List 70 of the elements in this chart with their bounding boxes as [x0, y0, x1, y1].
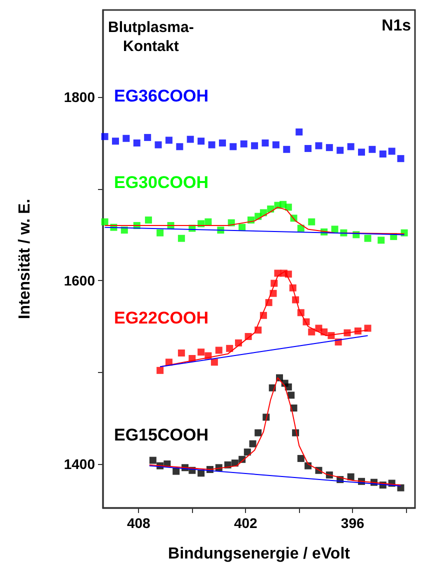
point: [288, 392, 295, 399]
point: [296, 128, 303, 136]
point: [133, 139, 140, 146]
point: [240, 140, 248, 148]
point: [210, 358, 218, 366]
point: [364, 234, 372, 242]
point: [283, 146, 290, 153]
point: [176, 143, 184, 150]
point: [379, 150, 386, 158]
y-tick-label: 1400: [64, 456, 96, 472]
point: [215, 346, 222, 354]
annotation: N1s: [382, 18, 412, 34]
point: [156, 366, 164, 374]
point: [165, 136, 172, 144]
point: [249, 440, 256, 448]
point: [388, 148, 396, 155]
point: [186, 136, 194, 143]
point: [262, 139, 269, 146]
point: [101, 218, 108, 226]
point: [284, 383, 292, 390]
point: [326, 144, 333, 152]
point: [336, 146, 344, 154]
point: [272, 141, 280, 148]
annotation: Blutplasma- Kontakt: [108, 19, 194, 55]
point: [156, 229, 164, 236]
point: [122, 134, 130, 142]
point: [198, 348, 205, 356]
point: [101, 133, 108, 140]
series-label: EG36COOH: [114, 86, 208, 106]
point: [172, 468, 180, 475]
point: [368, 146, 376, 153]
point: [308, 328, 316, 336]
series-label: EG30COOH: [114, 172, 208, 192]
x-tick-label: 402: [234, 515, 258, 531]
point: [308, 218, 316, 226]
point: [198, 138, 205, 145]
y-axis-title: Intensität / w. E.: [16, 198, 34, 320]
point: [260, 209, 267, 216]
x-axis-title: Bindungsenergie / eVolt: [168, 546, 351, 562]
point: [112, 138, 119, 145]
point: [204, 218, 212, 226]
point: [144, 134, 152, 141]
point: [178, 350, 185, 357]
point: [208, 141, 216, 148]
point: [284, 204, 292, 211]
series-label: EG15COOH: [114, 425, 208, 444]
point: [254, 429, 262, 436]
point: [230, 143, 237, 150]
point: [315, 142, 322, 150]
point: [178, 234, 185, 242]
point: [226, 344, 234, 352]
point: [358, 148, 366, 156]
point: [244, 448, 251, 456]
point: [397, 155, 404, 162]
point: [347, 143, 354, 150]
point: [218, 139, 226, 146]
point: [149, 456, 156, 464]
point: [378, 236, 385, 244]
point: [364, 324, 372, 332]
point: [251, 142, 258, 150]
series-label: EG22COOH: [114, 308, 208, 328]
point: [297, 454, 304, 462]
y-tick-label: 1800: [64, 89, 96, 106]
x-tick-label: 408: [126, 515, 151, 531]
x-tick-label: 396: [340, 515, 364, 531]
y-tick-label: 1600: [64, 272, 96, 289]
point: [331, 226, 338, 233]
point: [144, 216, 152, 224]
point: [304, 144, 312, 152]
point: [154, 141, 162, 148]
